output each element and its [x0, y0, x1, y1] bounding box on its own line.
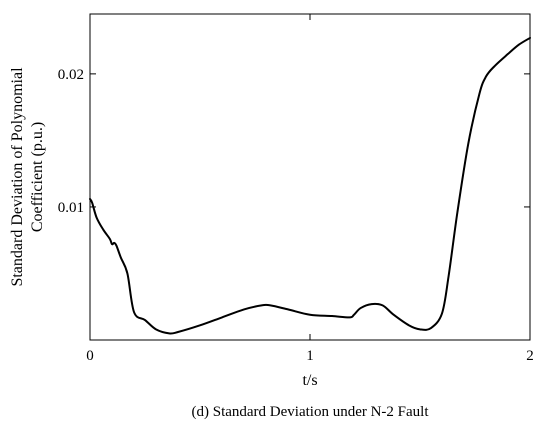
- y-axis-label: Standard Deviation of Polynomial Coeffic…: [9, 67, 46, 287]
- series-line: [89, 36, 531, 335]
- y-axis-ticks: 0.01 0.02: [58, 67, 530, 216]
- plot-frame: [89, 13, 531, 341]
- x-tick-label: 2: [526, 348, 534, 364]
- y-axis-label-line-2: Coefficient (p.u.): [29, 122, 46, 232]
- y-tick-label: 0.02: [58, 67, 84, 83]
- x-axis-ticks: 0 1 2: [86, 14, 534, 364]
- x-tick-label: 0: [86, 348, 94, 364]
- x-axis-label: t/s: [302, 372, 317, 389]
- y-tick-label: 0.01: [58, 200, 84, 216]
- y-axis-label-line-1: Standard Deviation of Polynomial: [9, 67, 26, 287]
- chart-caption: (d) Standard Deviation under N-2 Fault: [191, 404, 429, 420]
- x-tick-label: 1: [306, 348, 314, 364]
